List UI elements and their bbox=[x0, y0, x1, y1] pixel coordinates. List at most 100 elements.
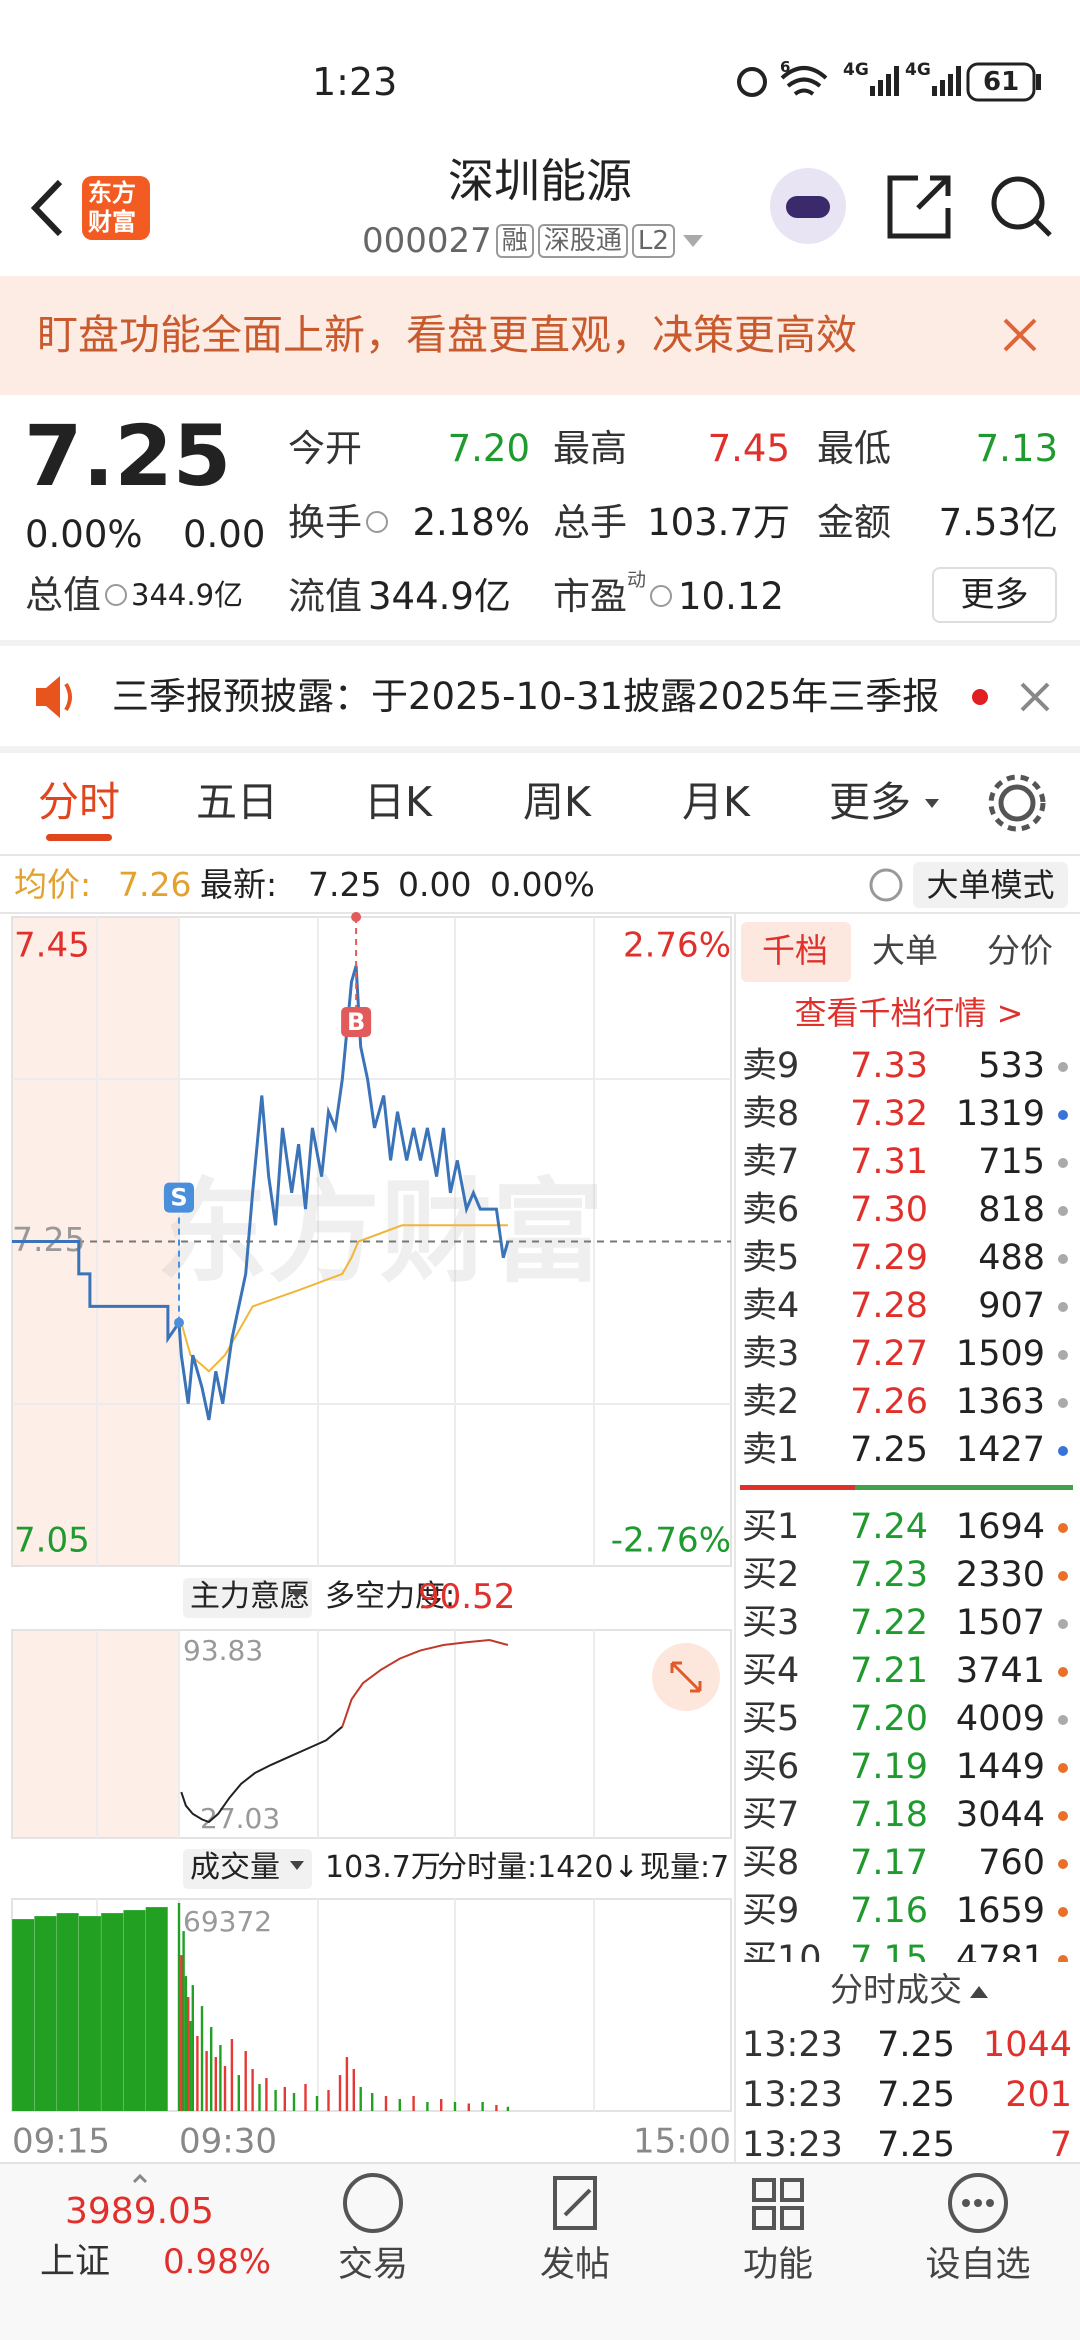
row-dot bbox=[1058, 1907, 1068, 1917]
volume-bar bbox=[283, 2087, 286, 2111]
tab[interactable]: 周K bbox=[523, 778, 591, 826]
nav-item[interactable]: 发帖 bbox=[539, 2245, 610, 2285]
back-icon[interactable] bbox=[30, 179, 63, 237]
banner-text[interactable]: 盯盘功能全面上新，看盘更直观，决策更高效 bbox=[37, 311, 857, 359]
volume-bar bbox=[315, 2096, 319, 2111]
more-button[interactable]: 更多 bbox=[932, 567, 1057, 623]
mode-label[interactable]: 大单模式 bbox=[926, 866, 1055, 904]
info-icon[interactable] bbox=[366, 511, 388, 533]
trade-price: 7.25 bbox=[877, 2125, 955, 2163]
tab[interactable]: 五日 bbox=[196, 778, 278, 826]
row-price: 7.25 bbox=[850, 1430, 928, 1470]
row-qty: 715 bbox=[978, 1142, 1045, 1182]
row-label: 卖9 bbox=[742, 1046, 800, 1086]
marker-label: S bbox=[170, 1184, 187, 1212]
field-label: 最高 bbox=[553, 426, 627, 470]
row-qty: 1659 bbox=[955, 1891, 1045, 1931]
book-row: 买8 7.17 760 bbox=[738, 1843, 1080, 1883]
index-name[interactable]: 上证 bbox=[40, 2242, 111, 2282]
volume-name[interactable]: 成交量 bbox=[190, 1850, 280, 1885]
settings-icon[interactable] bbox=[998, 784, 1036, 822]
row-price: 7.24 bbox=[850, 1507, 928, 1547]
trade-time: 13:23 bbox=[742, 2125, 843, 2163]
tab[interactable]: 分时 bbox=[38, 778, 120, 826]
nav-item[interactable]: 设自选 bbox=[925, 2245, 1031, 2285]
volume-select[interactable] bbox=[183, 1849, 312, 1889]
field-value: 7.13 bbox=[975, 426, 1058, 470]
book-row: 卖6 7.30 818 bbox=[738, 1190, 1080, 1230]
volume-bar bbox=[265, 2078, 268, 2111]
info-icon[interactable] bbox=[105, 584, 128, 606]
book-tab[interactable]: 大单 bbox=[872, 931, 938, 970]
info-icon[interactable] bbox=[650, 585, 673, 607]
row-qty: 3741 bbox=[955, 1651, 1045, 1691]
dropdown-caret bbox=[290, 1861, 304, 1870]
quote-field: 换手 2.18% bbox=[288, 497, 530, 547]
row-dot bbox=[1058, 1158, 1068, 1168]
row-label: 卖1 bbox=[742, 1430, 800, 1470]
field-value: 344.9亿 bbox=[368, 574, 511, 618]
mode-button[interactable] bbox=[913, 862, 1068, 908]
battery-level: 61 bbox=[983, 67, 1020, 97]
speaker-wave bbox=[64, 682, 72, 712]
stock-tag: L2 bbox=[631, 224, 675, 258]
volume-bar bbox=[12, 1919, 35, 2111]
notice-text[interactable]: 三季报预披露：于2025-10-31披露2025年三季报 bbox=[112, 675, 940, 718]
row-price: 7.29 bbox=[850, 1238, 928, 1278]
book-tab[interactable]: 分价 bbox=[987, 931, 1053, 970]
pct-label-top: 2.76% bbox=[623, 926, 731, 966]
book-row: 买1 7.24 1694 bbox=[738, 1507, 1080, 1547]
volume-bar bbox=[251, 2069, 254, 2111]
index-value[interactable]: 3989.05 bbox=[65, 2191, 214, 2232]
trades-title[interactable]: 分时成交 bbox=[738, 1973, 1080, 2006]
row-qty: 1427 bbox=[955, 1430, 1045, 1470]
logo-text: 东方 bbox=[88, 179, 136, 207]
volume-bar bbox=[205, 2051, 208, 2111]
avg-price: 7.26 bbox=[118, 865, 192, 904]
volume-bar bbox=[223, 2066, 227, 2111]
dropdown-caret[interactable] bbox=[682, 235, 703, 247]
book-separator bbox=[740, 1485, 855, 1490]
book-tab[interactable]: 千档 bbox=[762, 931, 828, 970]
volume-bar bbox=[123, 1910, 146, 2111]
banner-close[interactable] bbox=[1003, 318, 1037, 352]
row-price: 7.27 bbox=[850, 1334, 928, 1374]
field-value: 7.20 bbox=[447, 426, 530, 470]
book-row: 卖5 7.29 488 bbox=[738, 1238, 1080, 1278]
tab[interactable]: 更多 bbox=[829, 778, 911, 826]
book-link[interactable]: 查看千档行情 > bbox=[794, 994, 1024, 1032]
share-icon[interactable] bbox=[887, 175, 951, 239]
help-icon[interactable] bbox=[869, 868, 903, 902]
book-row: 卖4 7.28 907 bbox=[738, 1286, 1080, 1326]
tab[interactable]: 日K bbox=[364, 778, 432, 826]
row-qty: 3044 bbox=[955, 1795, 1045, 1835]
volume-bar bbox=[230, 2039, 234, 2111]
book-tab-active bbox=[741, 922, 851, 982]
index-pct[interactable]: 0.98% bbox=[163, 2242, 272, 2282]
notice-dot bbox=[972, 689, 988, 705]
volume-bar bbox=[200, 2006, 204, 2111]
row-label: 买6 bbox=[742, 1747, 800, 1787]
row-price: 7.28 bbox=[850, 1286, 928, 1326]
book-row: 买2 7.23 2330 bbox=[738, 1555, 1080, 1595]
row-label: 卖2 bbox=[742, 1382, 800, 1422]
indicator-select[interactable] bbox=[183, 1578, 312, 1618]
tab[interactable]: 月K bbox=[682, 778, 750, 826]
volume-bar bbox=[359, 2087, 362, 2111]
nav-item[interactable]: 交易 bbox=[337, 2245, 408, 2285]
volume-bar bbox=[187, 1997, 190, 2111]
row-dot bbox=[1058, 1811, 1068, 1821]
search-icon[interactable] bbox=[991, 176, 1045, 230]
volume-bar bbox=[182, 1931, 185, 2111]
field-value: 7.53亿 bbox=[938, 500, 1058, 544]
stock-subtitle: 000027 融 深股通 L2 bbox=[362, 224, 703, 258]
quote-field: 最高 7.45 bbox=[553, 423, 790, 473]
trades-title-text: 分时成交 bbox=[830, 1970, 962, 2009]
nav-item[interactable]: 功能 bbox=[742, 2245, 813, 2285]
book-row: 买7 7.18 3044 bbox=[738, 1795, 1080, 1835]
notice-close[interactable] bbox=[1020, 682, 1050, 712]
volume-bar bbox=[214, 2057, 217, 2111]
row-dot bbox=[1058, 1571, 1068, 1581]
